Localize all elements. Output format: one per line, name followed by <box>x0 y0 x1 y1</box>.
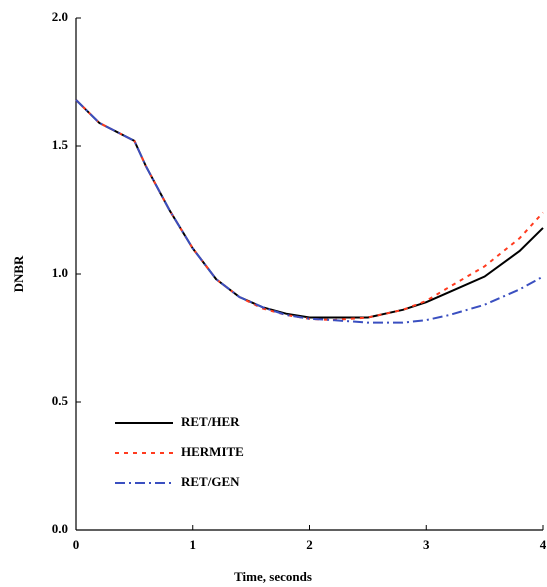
legend-label: RET/GEN <box>181 474 240 489</box>
x-tick-label: 3 <box>423 537 430 552</box>
x-tick-label: 0 <box>73 537 80 552</box>
x-tick-label: 1 <box>190 537 197 552</box>
y-tick-label: 0.0 <box>52 521 68 536</box>
y-tick-label: 0.5 <box>52 393 69 408</box>
x-axis-label: Time, seconds <box>234 569 312 584</box>
x-tick-label: 2 <box>306 537 313 552</box>
legend-label: HERMITE <box>181 444 244 459</box>
series-line <box>75 99 544 319</box>
y-tick-label: 1.0 <box>52 265 68 280</box>
y-tick-label: 1.5 <box>52 137 69 152</box>
series-line <box>75 99 544 324</box>
y-axis-label: DNBR <box>11 255 26 292</box>
series-line <box>75 99 544 322</box>
x-tick-label: 4 <box>540 537 547 552</box>
legend-label: RET/HER <box>181 414 240 429</box>
y-tick-label: 2.0 <box>52 9 68 24</box>
